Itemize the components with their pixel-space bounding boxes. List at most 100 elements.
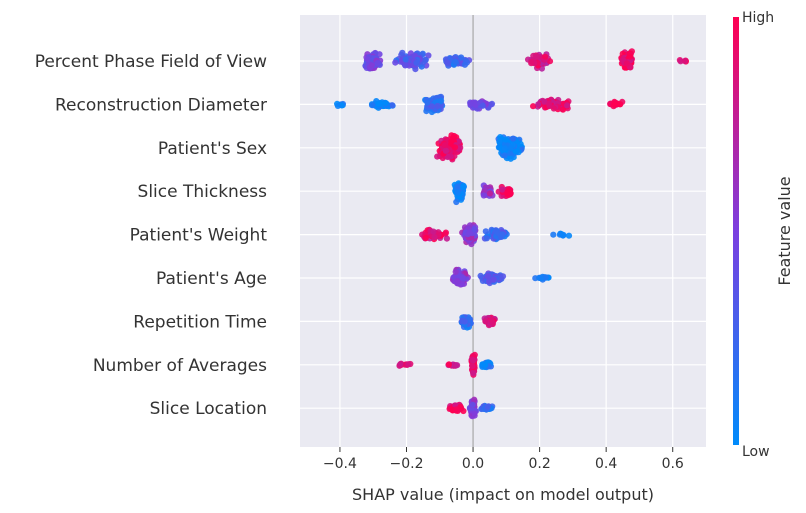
shap-point (443, 235, 450, 242)
shap-point (499, 273, 507, 280)
shap-point (460, 317, 467, 325)
shap-point (431, 234, 438, 241)
shap-point (502, 136, 510, 143)
feature-label: Patient's Weight (130, 226, 268, 246)
shap-point (452, 268, 459, 275)
feature-label: Repetition Time (133, 312, 267, 332)
shap-point (430, 228, 437, 235)
shap-point (501, 152, 508, 159)
shap-point (471, 410, 478, 417)
shap-point (467, 101, 474, 108)
shap-point (451, 144, 459, 151)
shap-point (477, 272, 484, 279)
shap-point (546, 58, 554, 65)
shap-point (508, 145, 515, 152)
shap-point (454, 278, 461, 285)
shap-point (442, 147, 449, 154)
colorbar-high-label: High (742, 10, 774, 26)
shap-point (428, 103, 436, 110)
x-tick-label: 0.0 (462, 456, 484, 472)
feature-label: Reconstruction Diameter (55, 95, 267, 115)
shap-point (550, 231, 557, 238)
shap-point (374, 60, 381, 67)
shap-point (488, 316, 495, 323)
shap-point (528, 60, 535, 67)
feature-label: Patient's Age (156, 269, 267, 289)
shap-point (469, 401, 476, 408)
shap-point (382, 99, 389, 107)
shap-point (368, 62, 375, 69)
shap-point (501, 145, 508, 152)
x-tick-label: 0.6 (662, 456, 684, 472)
shap-point (542, 274, 549, 281)
shap-point (535, 101, 542, 108)
shap-point (422, 234, 429, 242)
shap-point (471, 226, 478, 233)
shap-point (537, 275, 545, 282)
shap-point (434, 153, 441, 160)
feature-label: Slice Location (150, 399, 267, 419)
shap-point (480, 192, 487, 199)
shap-point (444, 59, 451, 66)
shap-point (499, 231, 506, 238)
shap-point (486, 190, 494, 197)
feature-label: Patient's Sex (158, 139, 267, 159)
colorbar (733, 17, 739, 445)
shap-point (454, 189, 461, 196)
shap-point (442, 142, 449, 149)
shap-point (471, 351, 478, 358)
shap-point (458, 54, 465, 61)
shap-point (454, 183, 461, 190)
shap-point (504, 189, 511, 196)
shap-point (453, 406, 460, 413)
shap-point (564, 102, 571, 109)
shap-point (479, 102, 486, 109)
shap-point (470, 370, 477, 377)
shap-point (369, 102, 376, 109)
shap-point (482, 318, 489, 325)
shap-point (375, 100, 382, 107)
shap-point (479, 361, 486, 368)
shap-point (459, 281, 466, 288)
shap-point (448, 132, 455, 139)
shap-point (484, 403, 491, 410)
shap-point (334, 102, 341, 109)
shap-point (485, 278, 492, 285)
shap-point (413, 59, 420, 66)
feature-label: Percent Phase Field of View (35, 52, 267, 72)
shap-point (484, 272, 491, 280)
shap-point (405, 361, 412, 368)
shap-point (397, 361, 404, 368)
x-tick-label: −0.2 (389, 456, 423, 472)
shap-point (482, 228, 489, 235)
shap-point (364, 56, 371, 63)
shap-point (483, 235, 490, 242)
shap-point (533, 53, 540, 60)
shap-point (626, 53, 634, 60)
shap-point (452, 58, 459, 65)
shap-point (546, 102, 553, 110)
shap-point (460, 184, 467, 191)
shap-point (454, 362, 461, 369)
shap-point (510, 135, 517, 142)
x-tick-label: 0.4 (595, 456, 617, 472)
shap-point (469, 356, 476, 363)
feature-label: Slice Thickness (138, 182, 268, 202)
x-ticks: −0.4 −0.2 0.0 0.2 0.4 0.6 (323, 447, 684, 472)
colorbar-title: Feature value (775, 176, 794, 285)
shap-point (530, 103, 537, 110)
shap-point (392, 59, 399, 66)
shap-point (438, 97, 445, 104)
shap-point (610, 101, 618, 108)
shap-point (459, 274, 466, 281)
shap-point (471, 396, 478, 403)
shap-point (442, 229, 449, 236)
shap-point (499, 186, 506, 193)
shap-point (469, 363, 476, 370)
shap-point (444, 153, 451, 161)
shap-point (448, 138, 455, 145)
x-tick-label: 0.2 (528, 456, 550, 472)
shap-point (623, 60, 631, 67)
shap-point (559, 106, 567, 113)
